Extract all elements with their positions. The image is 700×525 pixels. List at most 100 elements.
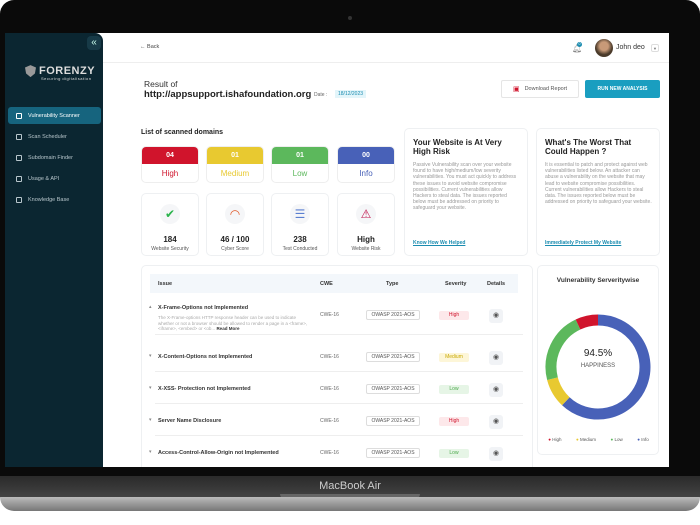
eye-icon[interactable]: ◉ xyxy=(489,383,503,397)
notification-count: 0 xyxy=(577,42,582,47)
eye-icon[interactable]: ◉ xyxy=(489,309,503,323)
column-header: Type xyxy=(386,281,399,287)
camera xyxy=(348,16,352,20)
laptop-notch xyxy=(280,494,420,499)
column-header: CWE xyxy=(320,281,333,287)
legend-item[interactable]: ● Medium xyxy=(576,437,596,442)
donut-slice-info[interactable] xyxy=(562,314,651,420)
chevron-down-icon[interactable]: ▼ xyxy=(651,44,659,52)
table-row[interactable] xyxy=(155,404,523,436)
table-row[interactable] xyxy=(155,295,523,335)
type-tag: OWASP 2021-AOS xyxy=(366,448,420,458)
stat-label: Cyber Score xyxy=(221,246,249,252)
stat-label: Website Risk xyxy=(351,246,381,252)
issues-table xyxy=(141,265,533,467)
cwe: CWE-16 xyxy=(320,354,339,360)
chart-center-value: 94.5% xyxy=(583,348,613,359)
info-title: Your Website is At Very High Risk xyxy=(413,138,502,156)
eye-icon[interactable]: ◉ xyxy=(489,415,503,429)
date-label: Date : xyxy=(314,92,328,98)
issue-name[interactable]: Server Name Disclosure xyxy=(158,418,222,424)
type-tag: OWASP 2021-AOS xyxy=(366,384,420,394)
eye-icon[interactable]: ◉ xyxy=(489,351,503,365)
chevron-up-icon[interactable]: ▴ xyxy=(149,304,152,310)
bell-icon[interactable]: 🔔︎ 0 xyxy=(572,42,583,53)
severity-card-high[interactable]: 04 High xyxy=(141,146,199,183)
device-label: MacBook Air xyxy=(319,480,381,492)
stat-label: Test Conducted xyxy=(282,246,318,252)
info-card xyxy=(404,128,528,256)
donut-slice-high[interactable] xyxy=(575,314,599,330)
chart-center-label: HAPPINESS xyxy=(580,363,616,369)
issue-name[interactable]: X-Content-Options not Implemented xyxy=(158,354,253,360)
table-row[interactable] xyxy=(155,340,523,372)
user-name[interactable]: John deo xyxy=(616,44,645,51)
laptop-base-edge xyxy=(0,497,700,511)
sidebar: « FORENZY Securing digitalisation Vulnera… xyxy=(5,33,103,467)
chart-title: Vulnerability Serveritywise xyxy=(556,277,640,284)
severity-card-medium[interactable]: 01 Medium xyxy=(206,146,264,183)
stat-value: 238 xyxy=(293,235,307,244)
info-title: What's The Worst That Could Happen ? xyxy=(545,138,632,156)
cwe: CWE-16 xyxy=(320,418,339,424)
eye-icon[interactable]: ◉ xyxy=(489,447,503,461)
column-header: Issue xyxy=(158,281,173,287)
legend-item[interactable]: ● Info xyxy=(637,437,649,442)
severity-card-low[interactable]: 01 Low xyxy=(271,146,329,183)
info-link[interactable]: Immediately Protect My Website xyxy=(545,240,622,246)
legend-dot: ● xyxy=(576,437,579,442)
stat-value: 46 / 100 xyxy=(220,235,250,244)
sidebar-item-3[interactable]: Usage & API xyxy=(8,170,101,187)
read-more-link[interactable]: Read More xyxy=(216,326,240,332)
info-link[interactable]: Know How We Helped xyxy=(413,240,466,246)
legend-item[interactable]: ● Low xyxy=(610,437,623,442)
sidebar-item-1[interactable]: Scan Scheduler xyxy=(8,128,101,145)
severity-card-info[interactable]: 00 Info xyxy=(337,146,395,183)
table-row[interactable] xyxy=(155,372,523,404)
cwe: CWE-16 xyxy=(320,450,339,456)
chevron-down-icon[interactable]: ▾ xyxy=(149,385,152,391)
type-tag: OWASP 2021-AOS xyxy=(366,352,420,362)
chevron-down-icon[interactable]: ▾ xyxy=(149,417,152,423)
legend-dot: ● xyxy=(637,437,640,442)
issue-description: The X-Frame-options HTTP response header… xyxy=(158,315,308,332)
column-header: Severity xyxy=(445,281,467,287)
info-text: It is essential to patch and protect aga… xyxy=(545,162,652,206)
scanned-url: http://appsupport.ishafoundation.org xyxy=(144,89,312,100)
shield-check-icon: ✔ xyxy=(160,204,180,224)
info-card xyxy=(536,128,660,256)
chevron-down-icon[interactable]: ▾ xyxy=(149,353,152,359)
run-new-analysis-button[interactable]: RUN NEW ANALYSIS xyxy=(585,80,660,98)
info-text: Passive Vulnerability scan over your web… xyxy=(413,162,517,212)
legend-dot: ● xyxy=(610,437,614,442)
table-header xyxy=(150,274,518,293)
chart-legend: ● High ● Medium ● Low ● Info xyxy=(541,437,656,442)
donut-slice-low[interactable] xyxy=(545,319,581,381)
back-link[interactable]: ← Back xyxy=(140,44,160,50)
issue-name[interactable]: X-Frame-Options not Implemented xyxy=(158,305,249,311)
download-report-button[interactable]: ▣ Download Report xyxy=(501,80,579,98)
stat-card: ⚠ High Website Risk xyxy=(337,193,395,256)
sidebar-item-0[interactable]: Vulnerability Scanner xyxy=(8,107,101,124)
severity-chart-card xyxy=(537,265,659,455)
severity-count: 00 xyxy=(338,147,394,164)
issue-name[interactable]: Access-Control-Allow-Origin not Implemen… xyxy=(158,450,279,456)
header-divider xyxy=(103,62,669,63)
stat-card: ◠ 46 / 100 Cyber Score xyxy=(206,193,264,256)
sidebar-item-4[interactable]: Knowledge Base xyxy=(8,191,101,208)
chevron-down-icon[interactable]: ▾ xyxy=(149,449,152,455)
severity-count: 04 xyxy=(142,147,198,164)
severity-label: Low xyxy=(292,169,308,178)
logo: FORENZY Securing digitalisation xyxy=(25,65,95,81)
collapse-sidebar-button[interactable]: « xyxy=(87,36,101,50)
sidebar-item-2[interactable]: Subdomain Finder xyxy=(8,149,101,166)
severity-badge: High xyxy=(439,417,469,426)
laptop-base xyxy=(0,476,700,498)
cwe: CWE-16 xyxy=(320,312,339,318)
date-badge: 18/12/2023 xyxy=(335,90,367,98)
avatar[interactable] xyxy=(595,39,613,57)
legend-item[interactable]: ● High xyxy=(548,437,562,442)
donut-slice-medium[interactable] xyxy=(547,377,570,406)
stat-value: 184 xyxy=(163,235,177,244)
issue-name[interactable]: X-XSS- Protection not Implemented xyxy=(158,386,251,392)
